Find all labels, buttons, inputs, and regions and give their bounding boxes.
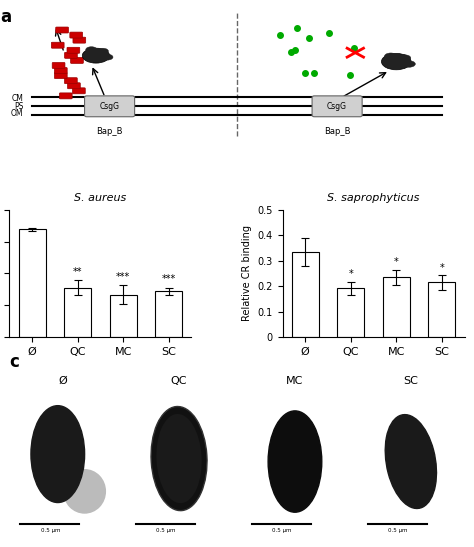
Ellipse shape: [31, 406, 84, 503]
Ellipse shape: [384, 53, 397, 60]
FancyBboxPatch shape: [55, 73, 67, 79]
Ellipse shape: [268, 411, 322, 512]
FancyBboxPatch shape: [71, 57, 83, 63]
Title: QC: QC: [171, 376, 187, 386]
Y-axis label: Relative CR binding: Relative CR binding: [242, 225, 252, 322]
FancyBboxPatch shape: [73, 88, 85, 94]
Bar: [64, 288, 91, 337]
Text: Bap_B: Bap_B: [324, 127, 350, 136]
Ellipse shape: [86, 46, 97, 53]
Title: S. aureus: S. aureus: [74, 193, 127, 203]
Bar: [292, 252, 319, 337]
Text: c: c: [9, 353, 19, 371]
Bar: [337, 288, 365, 337]
FancyBboxPatch shape: [55, 68, 67, 73]
FancyBboxPatch shape: [52, 62, 65, 68]
Bar: [155, 292, 182, 337]
FancyBboxPatch shape: [64, 53, 77, 59]
Ellipse shape: [82, 48, 109, 63]
Text: OM: OM: [10, 109, 23, 118]
Text: **: **: [73, 267, 82, 277]
Title: MC: MC: [286, 376, 304, 386]
FancyBboxPatch shape: [67, 83, 80, 89]
Text: ***: ***: [116, 272, 130, 282]
Title: S. saprophyticus: S. saprophyticus: [328, 193, 419, 203]
FancyBboxPatch shape: [59, 93, 72, 99]
FancyBboxPatch shape: [73, 37, 86, 43]
Text: 0.5 μm: 0.5 μm: [40, 528, 60, 533]
Text: Bap_B: Bap_B: [96, 127, 123, 136]
Ellipse shape: [398, 55, 411, 61]
Text: a: a: [0, 8, 11, 26]
Text: CsgG: CsgG: [100, 102, 119, 111]
Text: ***: ***: [162, 275, 176, 284]
Text: PS: PS: [14, 102, 23, 111]
Title: SC: SC: [403, 376, 418, 386]
Bar: [109, 295, 137, 337]
Bar: [18, 229, 46, 337]
Text: 0.5 μm: 0.5 μm: [273, 528, 292, 533]
Text: CM: CM: [11, 95, 23, 103]
Text: *: *: [439, 263, 444, 273]
Text: 0.5 μm: 0.5 μm: [388, 528, 408, 533]
Bar: [383, 277, 410, 337]
FancyBboxPatch shape: [51, 42, 64, 48]
Text: *: *: [394, 257, 399, 267]
Text: *: *: [348, 269, 353, 280]
FancyBboxPatch shape: [64, 78, 77, 84]
Ellipse shape: [101, 54, 113, 60]
FancyBboxPatch shape: [70, 32, 82, 38]
Ellipse shape: [63, 469, 106, 514]
FancyBboxPatch shape: [56, 27, 68, 33]
FancyBboxPatch shape: [84, 96, 135, 117]
Ellipse shape: [385, 415, 437, 509]
Ellipse shape: [156, 414, 201, 503]
FancyBboxPatch shape: [67, 47, 80, 53]
Text: CsgG: CsgG: [327, 102, 347, 111]
Text: 0.5 μm: 0.5 μm: [156, 528, 176, 533]
Ellipse shape: [151, 406, 207, 511]
FancyBboxPatch shape: [312, 96, 362, 117]
Ellipse shape: [97, 48, 109, 54]
Ellipse shape: [382, 54, 411, 70]
Bar: [428, 282, 456, 337]
Ellipse shape: [402, 61, 415, 67]
Title: Ø: Ø: [59, 376, 67, 386]
